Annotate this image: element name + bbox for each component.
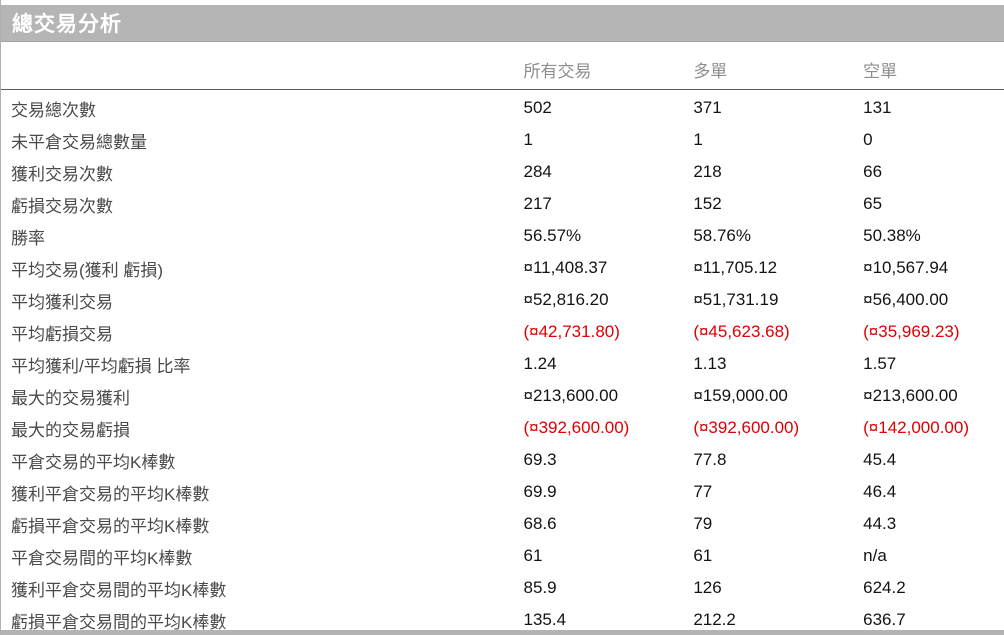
table-row: 虧損平倉交易的平均K棒數 68.6 79 44.3 bbox=[1, 508, 1004, 540]
cell-value: 218 bbox=[693, 162, 722, 181]
table-row: 獲利交易次數 284 218 66 bbox=[1, 156, 1004, 188]
cell-value: 85.9 bbox=[523, 578, 557, 597]
cell-value: 61 bbox=[693, 546, 713, 565]
cell-value: (¤45,623.68) bbox=[693, 322, 790, 341]
table-row: 獲利平倉交易的平均K棒數 69.9 77 46.4 bbox=[1, 476, 1004, 508]
cell-value: 79 bbox=[693, 514, 713, 533]
cell-value: (¤142,000.00) bbox=[863, 418, 970, 437]
cell-value: 58.76% bbox=[693, 226, 751, 245]
cell-value: n/a bbox=[863, 546, 887, 565]
cell-value: ¤52,816.20 bbox=[523, 290, 609, 309]
row-label: 平均交易(獲利 虧損) bbox=[11, 260, 164, 280]
panel-title: 總交易分析 bbox=[12, 13, 122, 36]
column-header-long: 多單 bbox=[693, 62, 728, 81]
table-row: 平均交易(獲利 虧損) ¤11,408.37 ¤11,705.12 ¤10,567.9… bbox=[1, 252, 1004, 284]
cell-value: 1.57 bbox=[863, 354, 897, 373]
table-row: 勝率 56.57% 58.76% 50.38% bbox=[1, 220, 1004, 252]
row-label: 勝率 bbox=[11, 228, 45, 248]
table-row: 未平倉交易總數量 1 1 0 bbox=[1, 124, 1004, 156]
cell-value: 135.4 bbox=[523, 610, 567, 629]
table-row: 獲利平倉交易間的平均K棒數 85.9 126 624.2 bbox=[1, 572, 1004, 604]
cell-value: ¤11,408.37 bbox=[523, 258, 608, 277]
cell-value: 126 bbox=[693, 578, 722, 597]
row-label: 未平倉交易總數量 bbox=[11, 132, 147, 152]
row-label: 交易總次數 bbox=[11, 100, 96, 120]
cell-value: ¤159,000.00 bbox=[693, 386, 788, 405]
row-label: 平均虧損交易 bbox=[11, 324, 113, 344]
table-header-row: 所有交易 多單 空單 bbox=[1, 42, 1004, 90]
table-row: 最大的交易獲利 ¤213,600.00 ¤159,000.00 ¤213,600.00 bbox=[1, 380, 1004, 412]
table-row: 平均虧損交易 (¤42,731.80) (¤45,623.68) (¤35,969.2… bbox=[1, 316, 1004, 348]
row-label: 平均獲利交易 bbox=[11, 292, 113, 312]
table-body: 交易總次數 502 371 131 未平倉交易總數量 1 1 0 獲利交易次數 284 218 66 虧… bbox=[1, 90, 1004, 635]
table-row: 平倉交易間的平均K棒數 61 61 n/a bbox=[1, 540, 1004, 572]
cell-value: 502 bbox=[523, 98, 552, 117]
cell-value: ¤11,705.12 bbox=[693, 258, 778, 277]
cell-value: 217 bbox=[523, 194, 552, 213]
cell-value: ¤10,567.94 bbox=[863, 258, 949, 277]
panel-title-bar: 總交易分析 bbox=[1, 5, 1004, 42]
cell-value: 1 bbox=[693, 130, 703, 149]
horizontal-scrollbar[interactable] bbox=[1, 630, 1004, 635]
row-label: 虧損平倉交易的平均K棒數 bbox=[11, 516, 210, 536]
table-row: 虧損平倉交易間的平均K棒數 135.4 212.2 636.7 bbox=[1, 604, 1004, 635]
cell-value: 624.2 bbox=[863, 578, 906, 597]
row-label: 獲利平倉交易間的平均K棒數 bbox=[11, 580, 227, 600]
table-row: 平均獲利/平均虧損 比率 1.24 1.13 1.57 bbox=[1, 348, 1004, 380]
cell-value: 44.3 bbox=[863, 514, 897, 533]
cell-value: 69.9 bbox=[523, 482, 557, 501]
row-label: 虧損交易次數 bbox=[11, 196, 113, 216]
table-row: 平均獲利交易 ¤52,816.20 ¤51,731.19 ¤56,400.00 bbox=[1, 284, 1004, 316]
cell-value: (¤392,600.00) bbox=[693, 418, 800, 437]
cell-value: (¤392,600.00) bbox=[523, 418, 630, 437]
table-row: 平倉交易的平均K棒數 69.3 77.8 45.4 bbox=[1, 444, 1004, 476]
cell-value: 1.13 bbox=[693, 354, 727, 373]
row-label: 平倉交易間的平均K棒數 bbox=[11, 548, 193, 568]
cell-value: 66 bbox=[863, 162, 883, 181]
cell-value: 371 bbox=[693, 98, 722, 117]
row-label: 平倉交易的平均K棒數 bbox=[11, 452, 176, 472]
cell-value: ¤56,400.00 bbox=[863, 290, 949, 309]
cell-value: 1.24 bbox=[523, 354, 557, 373]
cell-value: ¤51,731.19 bbox=[693, 290, 779, 309]
cell-value: 69.3 bbox=[523, 450, 557, 469]
cell-value: (¤35,969.23) bbox=[863, 322, 960, 341]
row-label: 最大的交易虧損 bbox=[11, 420, 130, 440]
cell-value: 636.7 bbox=[863, 610, 906, 629]
column-header-all-trades: 所有交易 bbox=[523, 62, 592, 81]
row-label: 平均獲利/平均虧損 比率 bbox=[11, 356, 191, 376]
row-label: 獲利平倉交易的平均K棒數 bbox=[11, 484, 210, 504]
table-row: 最大的交易虧損 (¤392,600.00) (¤392,600.00) (¤142,0… bbox=[1, 412, 1004, 444]
cell-value: 212.2 bbox=[693, 610, 736, 629]
cell-value: ¤213,600.00 bbox=[863, 386, 958, 405]
cell-value: (¤42,731.80) bbox=[523, 322, 620, 341]
cell-value: 65 bbox=[863, 194, 883, 213]
cell-value: 1 bbox=[523, 130, 533, 149]
table-row: 虧損交易次數 217 152 65 bbox=[1, 188, 1004, 220]
cell-value: 77 bbox=[693, 482, 713, 501]
cell-value: 46.4 bbox=[863, 482, 897, 501]
column-header-short: 空單 bbox=[863, 62, 898, 81]
cell-value: 61 bbox=[523, 546, 543, 565]
cell-value: 131 bbox=[863, 98, 892, 117]
cell-value: 77.8 bbox=[693, 450, 727, 469]
cell-value: 152 bbox=[693, 194, 722, 213]
cell-value: 284 bbox=[523, 162, 552, 181]
cell-value: 0 bbox=[863, 130, 873, 149]
cell-value: 56.57% bbox=[523, 226, 582, 245]
row-label: 最大的交易獲利 bbox=[11, 388, 130, 408]
cell-value: 50.38% bbox=[863, 226, 921, 245]
cell-value: ¤213,600.00 bbox=[523, 386, 619, 405]
cell-value: 68.6 bbox=[523, 514, 557, 533]
row-label: 虧損平倉交易間的平均K棒數 bbox=[11, 612, 227, 632]
row-label: 獲利交易次數 bbox=[11, 164, 113, 184]
cell-value: 45.4 bbox=[863, 450, 897, 469]
table-row: 交易總次數 502 371 131 bbox=[1, 92, 1004, 124]
